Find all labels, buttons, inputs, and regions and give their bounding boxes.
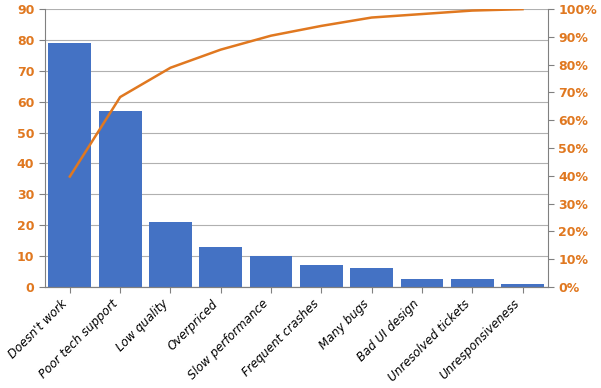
Bar bbox=[400, 279, 444, 287]
Bar bbox=[300, 265, 343, 287]
Bar bbox=[451, 279, 493, 287]
Bar bbox=[149, 222, 192, 287]
Bar bbox=[501, 284, 544, 287]
Bar bbox=[200, 247, 242, 287]
Bar bbox=[99, 111, 141, 287]
Bar bbox=[249, 256, 293, 287]
Bar bbox=[350, 268, 393, 287]
Bar bbox=[49, 43, 91, 287]
